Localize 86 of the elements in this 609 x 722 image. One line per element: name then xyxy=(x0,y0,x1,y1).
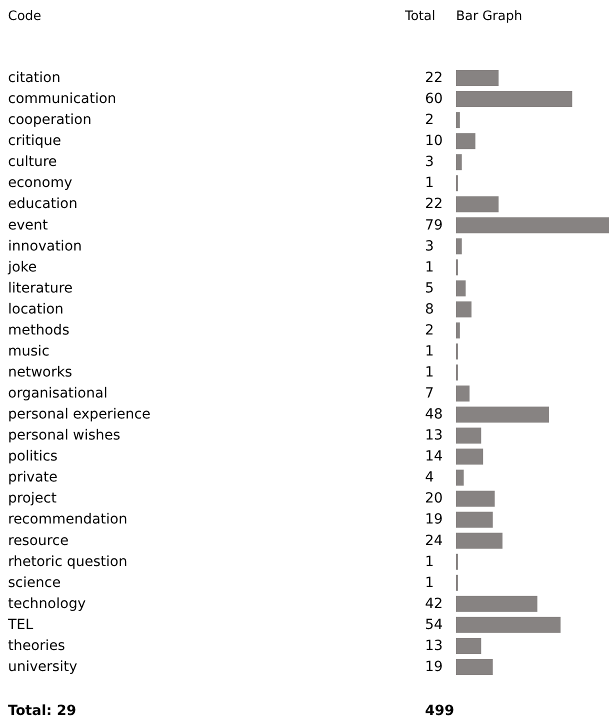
y-tick-label: education xyxy=(8,196,78,212)
y-tick-label: technology xyxy=(8,596,86,612)
y-tick-label: cooperation xyxy=(8,112,92,128)
y-tick-label: science xyxy=(8,574,61,591)
bar xyxy=(456,70,499,86)
data-label: 79 xyxy=(425,217,443,234)
bar xyxy=(456,658,493,675)
data-label: 22 xyxy=(425,70,443,86)
bar xyxy=(456,470,464,486)
y-tick-label: event xyxy=(8,217,48,234)
data-label: 19 xyxy=(425,512,443,528)
data-label: 8 xyxy=(425,301,434,318)
y-tick-label: music xyxy=(8,343,50,360)
bar xyxy=(456,133,476,150)
data-label: 7 xyxy=(425,386,434,402)
data-label: 13 xyxy=(425,638,443,654)
y-tick-label: university xyxy=(8,658,78,675)
data-label: 42 xyxy=(425,596,443,612)
data-label: 1 xyxy=(425,343,434,360)
bar xyxy=(456,112,460,128)
data-label: 4 xyxy=(425,470,434,486)
bar xyxy=(456,386,470,402)
data-label: 14 xyxy=(425,448,443,465)
data-label: 1 xyxy=(425,175,434,192)
data-label: 48 xyxy=(425,406,443,423)
bar xyxy=(456,280,466,296)
bar xyxy=(456,238,462,254)
data-label: 20 xyxy=(425,490,443,507)
data-label: 1 xyxy=(425,364,434,380)
y-tick-label: personal experience xyxy=(8,406,151,423)
bar xyxy=(456,91,572,108)
y-tick-label: communication xyxy=(8,91,116,108)
y-tick-label: literature xyxy=(8,280,73,296)
text: 499 xyxy=(425,703,454,719)
data-label: 10 xyxy=(425,133,443,150)
y-tick-label: theories xyxy=(8,638,66,654)
text: Total: 29 xyxy=(8,703,76,719)
data-label: 1 xyxy=(425,259,434,276)
y-tick-label: resource xyxy=(8,532,69,549)
data-label: 3 xyxy=(425,238,434,254)
data-label: 2 xyxy=(425,322,434,338)
text: Total xyxy=(404,9,436,24)
y-tick-label: location xyxy=(8,301,64,318)
bar xyxy=(456,638,482,654)
bar xyxy=(456,490,495,507)
y-tick-label: personal wishes xyxy=(8,428,120,444)
y-tick-label: citation xyxy=(8,70,60,86)
y-tick-label: politics xyxy=(8,448,58,465)
y-tick-label: innovation xyxy=(8,238,82,254)
bar xyxy=(456,301,472,318)
data-label: 54 xyxy=(425,616,443,633)
y-tick-label: networks xyxy=(8,364,72,380)
bar xyxy=(456,406,549,423)
y-tick-label: economy xyxy=(8,175,72,192)
bar xyxy=(456,322,460,338)
y-tick-label: private xyxy=(8,470,58,486)
data-label: 3 xyxy=(425,154,434,170)
y-tick-label: project xyxy=(8,490,58,507)
bar xyxy=(456,217,609,234)
data-label: 13 xyxy=(425,428,443,444)
y-tick-label: recommendation xyxy=(8,512,128,528)
bar xyxy=(456,448,484,465)
text: Code xyxy=(8,9,42,24)
data-label: 24 xyxy=(425,532,443,549)
y-tick-label: culture xyxy=(8,154,57,170)
bar xyxy=(456,596,538,612)
bar xyxy=(456,532,502,549)
data-label: 22 xyxy=(425,196,443,212)
y-tick-label: organisational xyxy=(8,386,108,402)
bar xyxy=(456,512,493,528)
data-label: 2 xyxy=(425,112,434,128)
data-label: 1 xyxy=(425,554,434,570)
bar xyxy=(456,154,462,170)
y-tick-label: TEL xyxy=(7,616,34,633)
data-label: 19 xyxy=(425,658,443,675)
y-tick-label: critique xyxy=(8,133,62,150)
y-tick-label: joke xyxy=(7,259,37,276)
data-label: 5 xyxy=(425,280,434,296)
data-label: 1 xyxy=(425,574,434,591)
bar xyxy=(456,616,561,633)
y-tick-label: rhetoric question xyxy=(8,554,128,570)
text: Bar Graph xyxy=(456,9,522,24)
bar xyxy=(456,196,499,212)
data-label: 60 xyxy=(425,91,443,108)
bar xyxy=(456,428,482,444)
y-tick-label: methods xyxy=(8,322,70,338)
